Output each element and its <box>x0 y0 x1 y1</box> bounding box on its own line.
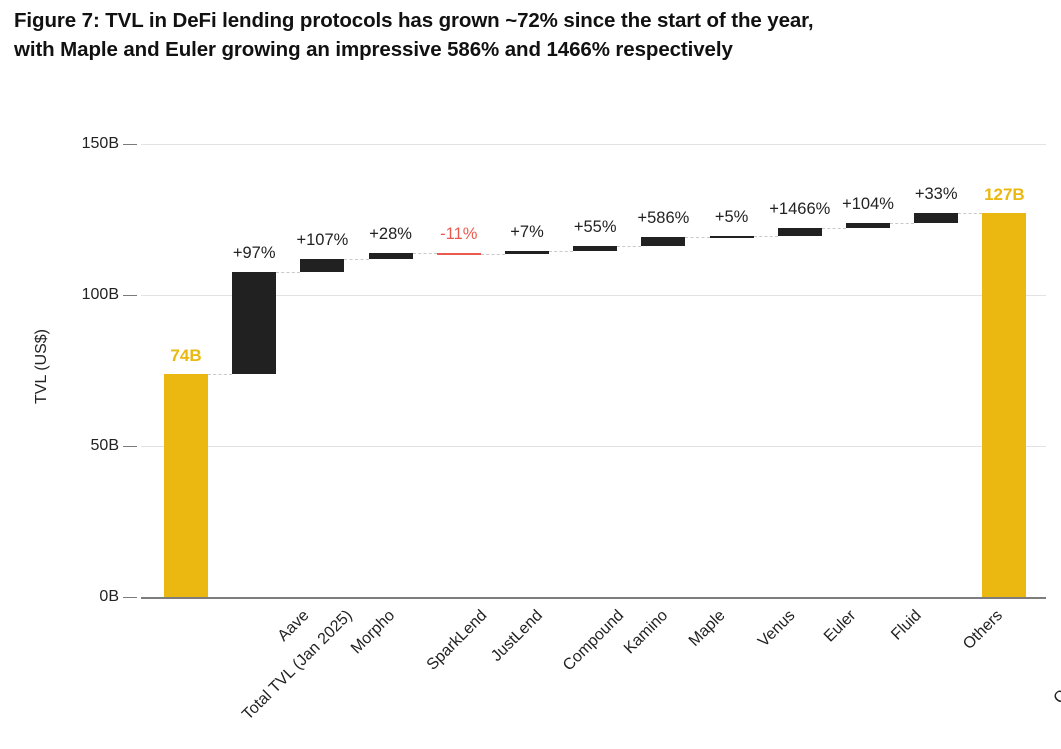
bar-others[interactable] <box>914 213 959 224</box>
bar-total-tvl-jan-2025[interactable] <box>164 373 208 597</box>
value-label: +104% <box>842 195 894 214</box>
bar-aave[interactable] <box>232 272 277 374</box>
bar-current-total-tvl[interactable] <box>982 213 1027 597</box>
value-label: +33% <box>914 185 958 204</box>
connector-line <box>480 253 505 256</box>
y-axis-tick-label: 0B <box>99 588 119 605</box>
x-axis-tick-label: Kamino <box>621 607 672 658</box>
connector-line <box>685 237 710 239</box>
figure-title-line-1: Figure 7: TVL in DeFi lending protocols … <box>14 9 814 32</box>
connector-line <box>617 246 642 248</box>
bar-kamino[interactable] <box>573 246 618 251</box>
y-axis-tick-label: 150B <box>81 135 119 152</box>
y-axis-tick-label: 50B <box>90 437 119 454</box>
x-axis-tick-label: Others <box>960 607 1007 653</box>
value-label: -11% <box>440 224 478 243</box>
value-label: +107% <box>296 230 349 249</box>
y-axis-tick-mark <box>123 446 137 447</box>
bar-compound[interactable] <box>505 250 549 254</box>
x-axis-tick-label: Maple <box>686 607 729 650</box>
value-label: +97% <box>232 244 276 263</box>
gridline <box>141 446 1046 447</box>
x-axis-tick-label: Fluid <box>888 607 925 644</box>
connector-line <box>821 227 846 230</box>
bar-maple[interactable] <box>641 237 686 247</box>
value-label: +586% <box>637 209 690 228</box>
figure-title-line-2: with Maple and Euler growing an impressi… <box>14 38 733 62</box>
value-label: 127B <box>984 185 1025 205</box>
bar-sparklend[interactable] <box>368 252 413 259</box>
connector-line <box>412 252 437 255</box>
value-label: +5% <box>714 208 749 227</box>
y-axis-tick-mark <box>123 144 137 145</box>
connector-line <box>208 373 233 376</box>
connector-line <box>344 258 369 261</box>
gridline <box>141 295 1046 296</box>
gridline <box>141 144 1046 145</box>
y-axis-tick-label: 100B <box>81 286 119 303</box>
x-axis-tick-label: SparkLend <box>423 607 491 674</box>
x-axis-tick-label: Venus <box>754 607 799 651</box>
connector-line <box>276 272 301 274</box>
y-axis-title: TVL (US$) <box>33 329 50 404</box>
connector-line <box>958 213 983 215</box>
connector-line <box>890 223 915 225</box>
bar-justlend[interactable] <box>436 252 481 255</box>
value-label: +28% <box>369 224 412 243</box>
value-label: +55% <box>573 218 617 237</box>
connector-line <box>549 250 574 253</box>
bar-euler[interactable] <box>777 227 822 237</box>
x-axis-tick-label: Compound <box>559 607 628 675</box>
y-axis-tick-mark <box>123 597 137 598</box>
connector-line <box>753 236 778 238</box>
bar-morpho[interactable] <box>300 258 345 273</box>
bar-fluid[interactable] <box>846 223 890 228</box>
x-axis-tick-label: Euler <box>820 607 860 646</box>
value-label: +7% <box>510 222 544 241</box>
y-axis-tick-mark <box>123 295 137 296</box>
x-axis-tick-label: Current Total TVL <box>1050 607 1061 708</box>
value-label: 74B <box>170 345 202 365</box>
figure-title: Figure 7: TVL in DeFi lending protocols … <box>14 6 1044 64</box>
x-axis-tick-label: JustLend <box>487 607 546 665</box>
x-axis-tick-label: Morpho <box>348 607 399 658</box>
value-label: +1466% <box>769 199 831 218</box>
axis-baseline <box>141 597 1046 599</box>
bar-venus[interactable] <box>709 236 754 239</box>
x-axis-tick-label: Aave <box>274 607 313 645</box>
